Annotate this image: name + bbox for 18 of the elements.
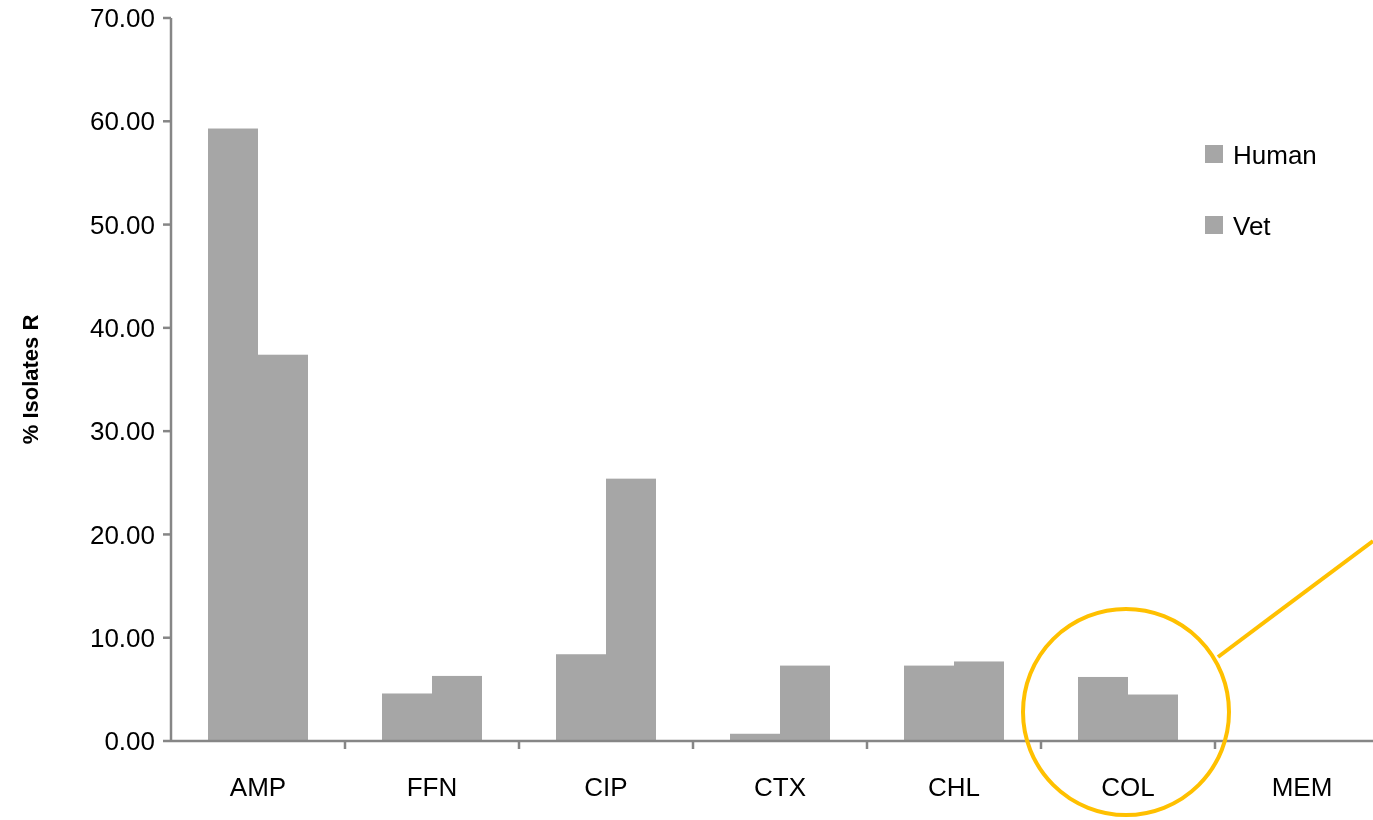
- x-tick-label: FFN: [406, 772, 458, 802]
- y-tick-label: 50.00: [89, 209, 155, 240]
- y-tick-label: 70.00: [89, 3, 155, 34]
- y-tick-label: 60.00: [89, 106, 155, 137]
- y-tick-label: 40.00: [89, 312, 155, 343]
- legend-label: Vet: [1233, 211, 1272, 241]
- x-tick-label: CHL: [927, 772, 981, 802]
- x-tick-label: COL: [1101, 772, 1155, 802]
- legend-label: Human: [1233, 140, 1317, 170]
- y-tick-label: 10.00: [89, 622, 155, 653]
- y-axis-title: % Isolates R: [18, 314, 43, 445]
- y-tick-label: 0.00: [104, 726, 155, 757]
- x-tick-label: CIP: [584, 772, 628, 802]
- x-tick-label: CTX: [754, 772, 806, 802]
- x-tick-label: AMP: [229, 772, 287, 802]
- y-tick-label: 20.00: [89, 519, 155, 550]
- x-tick-label: MEM: [1271, 772, 1333, 802]
- y-tick-label: 30.00: [89, 416, 155, 447]
